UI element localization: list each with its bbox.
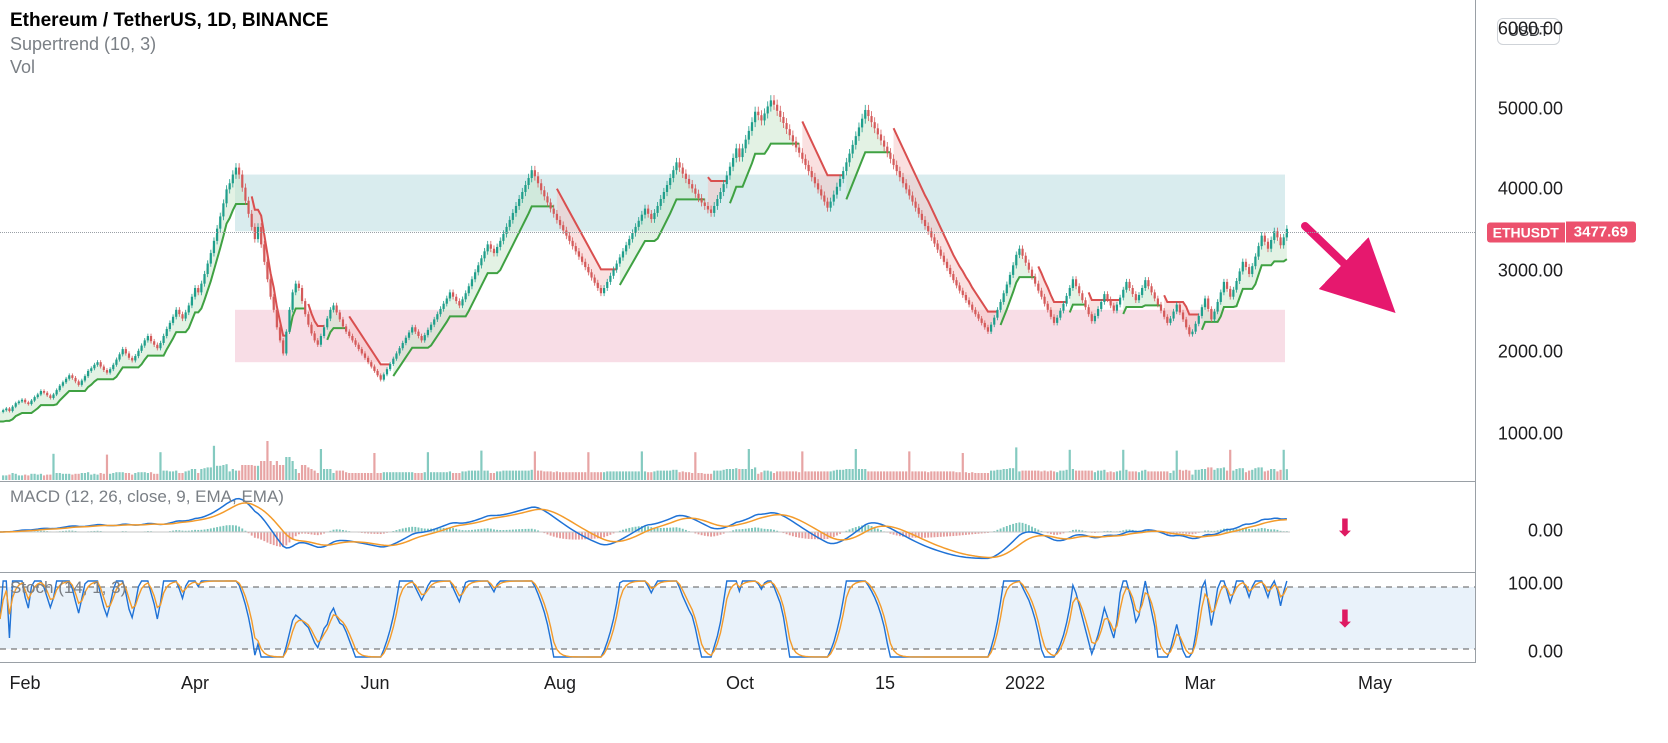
price-axis: USDT 6000.005000.004000.003000.002000.00…: [1475, 0, 1668, 663]
price-badge-value: 3477.69: [1566, 222, 1636, 243]
x-tick: Mar: [1185, 673, 1216, 694]
macd-zero-label: 0.00: [1528, 521, 1563, 542]
stoch-panel[interactable]: Stoch (14, 1, 3) ⬇: [0, 572, 1475, 662]
y-tick: 6000.00: [1498, 19, 1563, 40]
y-tick: 1000.00: [1498, 424, 1563, 445]
macd-arrow-icon: ⬇: [1335, 514, 1355, 543]
current-price-line: [0, 232, 1475, 233]
price-badge-symbol: ETHUSDT: [1487, 222, 1565, 242]
chart-header: Ethereum / TetherUS, 1D, BINANCE Supertr…: [10, 10, 328, 80]
stoch-arrow-icon: ⬇: [1335, 605, 1355, 634]
x-tick: May: [1358, 673, 1392, 694]
macd-panel[interactable]: MACD (12, 26, close, 9, EMA, EMA) ⬇: [0, 481, 1475, 571]
y-tick: 2000.00: [1498, 342, 1563, 363]
x-tick: Aug: [544, 673, 576, 694]
price-panel[interactable]: Ethereum / TetherUS, 1D, BINANCE Supertr…: [0, 0, 1475, 480]
x-tick: 15: [875, 673, 895, 694]
stoch-label: Stoch (14, 1, 3): [10, 578, 126, 598]
y-tick: 5000.00: [1498, 99, 1563, 120]
y-tick: 3000.00: [1498, 261, 1563, 282]
x-tick: Feb: [9, 673, 40, 694]
supertrend-label: Supertrend (10, 3): [10, 34, 328, 55]
volume-label: Vol: [10, 57, 328, 78]
chart-container: Ethereum / TetherUS, 1D, BINANCE Supertr…: [0, 0, 1668, 743]
x-tick: Jun: [360, 673, 389, 694]
stoch-svg: [0, 573, 1475, 663]
stoch-bottom-label: 0.00: [1528, 642, 1563, 663]
x-tick: 2022: [1005, 673, 1045, 694]
x-tick: Oct: [726, 673, 754, 694]
price-badge: ETHUSDT3477.69: [1487, 222, 1636, 243]
time-axis: Feb Apr Jun Aug Oct 15 2022 Mar May: [0, 662, 1475, 702]
macd-label: MACD (12, 26, close, 9, EMA, EMA): [10, 487, 284, 507]
stoch-top-label: 100.00: [1508, 574, 1563, 595]
x-tick: Apr: [181, 673, 209, 694]
symbol-title: Ethereum / TetherUS, 1D, BINANCE: [10, 10, 328, 32]
y-tick: 4000.00: [1498, 179, 1563, 200]
